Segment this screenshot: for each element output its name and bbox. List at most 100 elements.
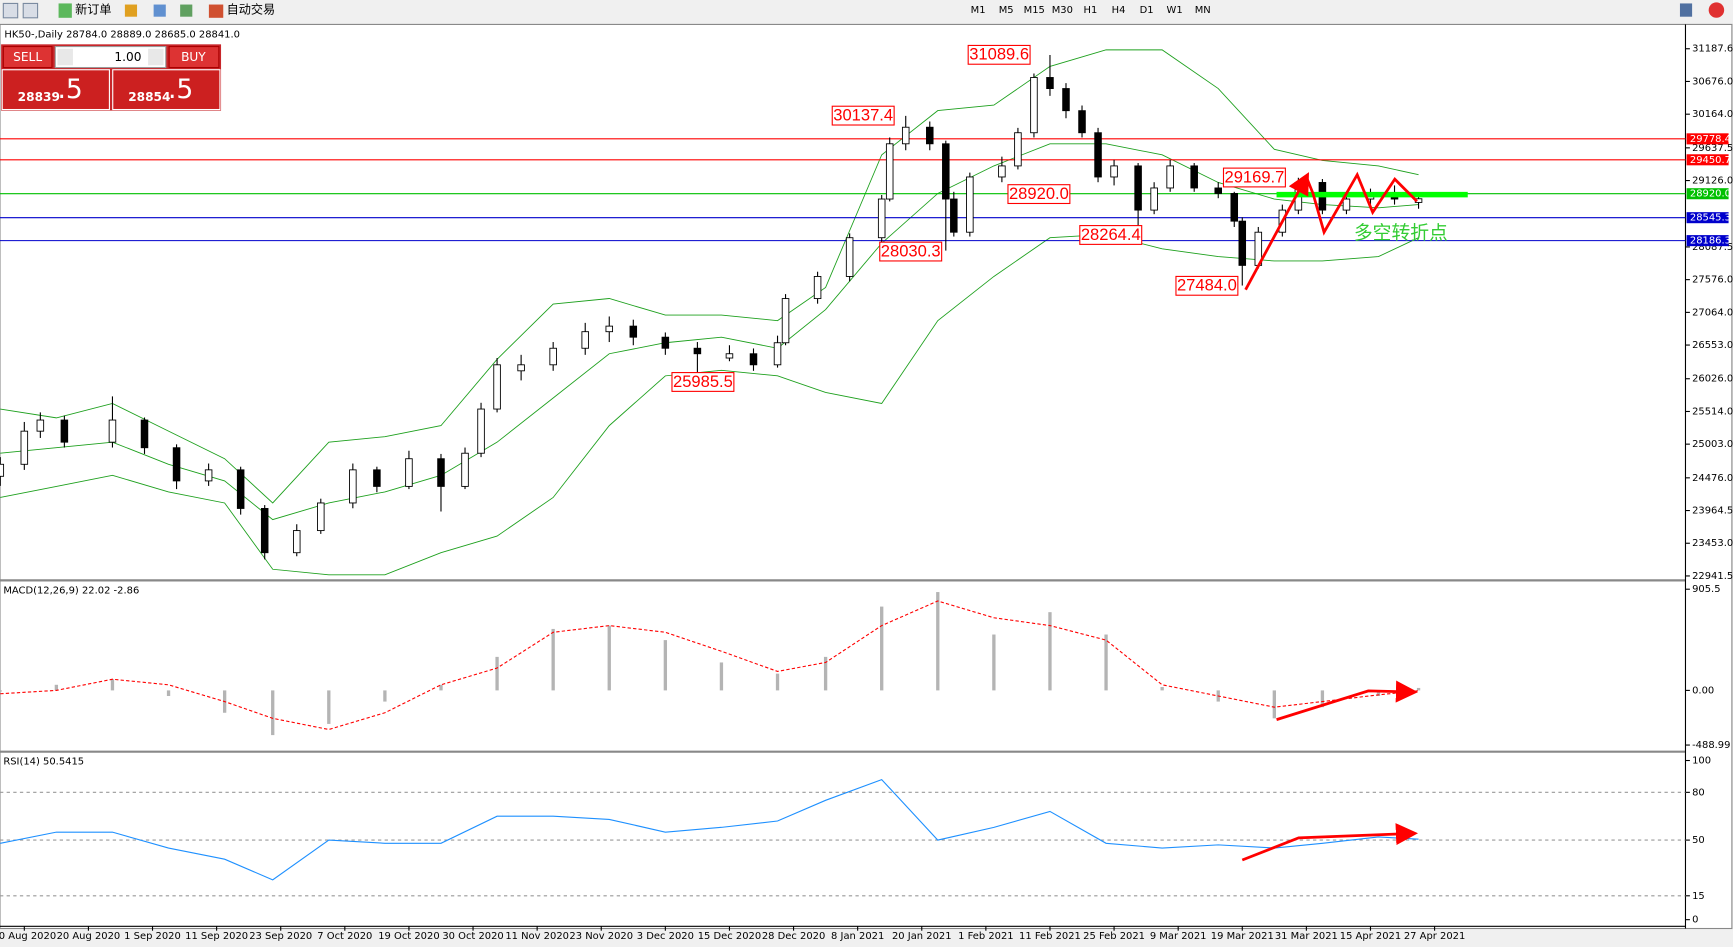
y-tick-label: 30164.0: [1692, 109, 1733, 120]
volume[interactable]: 1.00: [114, 50, 141, 64]
volume-down[interactable]: [57, 48, 73, 66]
timeframe-button[interactable]: H4: [1112, 5, 1126, 16]
candle-body: [885, 143, 894, 200]
price-level-label: 28920.0: [1690, 189, 1731, 200]
annotation: 25985.5: [673, 372, 733, 391]
bid-box[interactable]: [1, 69, 110, 111]
bid-fraction[interactable]: .5: [57, 74, 82, 105]
macd-bar: [775, 673, 780, 691]
timeframe-button[interactable]: D1: [1140, 5, 1154, 16]
macd-bar: [719, 662, 724, 691]
trade-panel: SELL 1.00 BUY 28839 .5 28854 .5: [1, 44, 222, 111]
candle-body: [36, 419, 45, 432]
price-level-label: 28545.3: [1690, 213, 1731, 224]
y-tick-label: 31187.6: [1692, 44, 1733, 55]
sell-label[interactable]: SELL: [13, 50, 42, 64]
candle-body: [549, 347, 557, 366]
rsi-pane: [0, 778, 1686, 897]
price-level-tag: [1686, 235, 1729, 247]
candle-body: [1014, 132, 1022, 167]
timeframe-button[interactable]: M1: [971, 5, 986, 16]
candle-body: [661, 336, 670, 349]
bid-main[interactable]: 28839: [18, 90, 60, 104]
x-tick-label: 20 Aug 2020: [57, 931, 121, 942]
x-tick-label: 15 Dec 2020: [698, 931, 761, 942]
buy-button[interactable]: [168, 45, 220, 69]
timeframe-button[interactable]: H1: [1084, 5, 1098, 16]
macd-bar: [1376, 690, 1381, 696]
timeframe-button[interactable]: M15: [1024, 5, 1045, 16]
y-tick-label: 29126.0: [1692, 176, 1733, 187]
macd-bar: [1416, 687, 1421, 691]
y-tick-label: 25003.0: [1692, 439, 1733, 450]
x-tick-label: 15 Apr 2021: [1340, 931, 1401, 942]
x-tick-label: 19 Mar 2021: [1211, 931, 1274, 942]
auto-trading-button[interactable]: 自动交易: [227, 2, 276, 17]
x-tick-label: 11 Feb 2021: [1019, 931, 1081, 942]
x-tick-label: 11 Nov 2020: [505, 931, 569, 942]
candle-body: [1094, 132, 1102, 178]
macd-bar: [823, 656, 828, 691]
ask-fraction[interactable]: .5: [168, 74, 193, 105]
price-level-tag: [1686, 212, 1729, 224]
toolbar-icons: [2, 2, 1725, 19]
candle-body: [749, 353, 758, 366]
annotation: 30137.4: [833, 106, 893, 125]
macd-bar: [607, 625, 611, 691]
new-order-button[interactable]: 新订单: [75, 2, 111, 17]
x-tick-label: 1 Sep 2020: [124, 931, 181, 942]
candle-body: [20, 430, 29, 465]
candle-body: [172, 447, 181, 482]
timeframe-button[interactable]: W1: [1167, 5, 1183, 16]
candle-body: [813, 276, 822, 300]
macd-bar: [1272, 690, 1276, 719]
x-tick-label: 23 Nov 2020: [569, 931, 633, 942]
sell-button[interactable]: [2, 45, 53, 69]
x-tick-label: 25 Feb 2021: [1083, 931, 1145, 942]
candle-body: [517, 364, 525, 372]
macd-bar: [439, 684, 443, 691]
candle-body: [781, 298, 790, 344]
candle-body: [260, 508, 269, 554]
x-tick-label: 30 Oct 2020: [442, 931, 503, 942]
macd-bar: [383, 690, 387, 702]
candle-body: [236, 469, 245, 509]
macd-bar: [936, 592, 940, 691]
y-tick-label: 28087.5: [1692, 242, 1733, 253]
buy-label[interactable]: BUY: [181, 50, 206, 64]
macd-bar: [0, 690, 2, 692]
timeframe-button[interactable]: M5: [999, 5, 1014, 16]
drawings: [1241, 171, 1468, 862]
candle-body: [405, 458, 413, 487]
ask-box[interactable]: [112, 69, 221, 111]
candle-body: [1078, 110, 1086, 134]
y-tick-label: 27576.0: [1692, 275, 1733, 286]
y-tick-label: 905.5: [1692, 584, 1720, 595]
candle-body: [926, 126, 934, 145]
macd-bar: [1320, 690, 1325, 708]
y-tick-label: 30676.0: [1692, 76, 1733, 87]
macd-bar: [54, 684, 59, 691]
ask-main[interactable]: 28854: [128, 90, 170, 104]
timeframes: M1 M5 M15 M30 H1 H4 D1 W1 MN: [971, 5, 1211, 16]
candle-body: [605, 325, 614, 333]
macd-bar: [110, 679, 115, 691]
candle-body: [773, 342, 782, 366]
candle-body: [877, 198, 886, 239]
volume-box[interactable]: [54, 45, 167, 69]
annotation: 28920.0: [1009, 184, 1069, 203]
y-tick-label: 26553.0: [1692, 340, 1733, 351]
annotation: 31089.6: [969, 45, 1029, 64]
candle-body: [693, 347, 702, 355]
x-tick-label: 9 Mar 2021: [1150, 931, 1207, 942]
timeframe-button[interactable]: M30: [1052, 5, 1073, 16]
candle-body: [1046, 77, 1054, 89]
x-tick-label: 7 Oct 2020: [317, 931, 372, 942]
candle-body: [1214, 187, 1222, 194]
volume-up[interactable]: [148, 48, 164, 66]
x-tick-label: 27 Apr 2021: [1404, 931, 1465, 942]
y-tick-label: 15: [1692, 891, 1705, 902]
timeframe-button[interactable]: MN: [1195, 5, 1211, 16]
macd-bar: [327, 690, 331, 724]
